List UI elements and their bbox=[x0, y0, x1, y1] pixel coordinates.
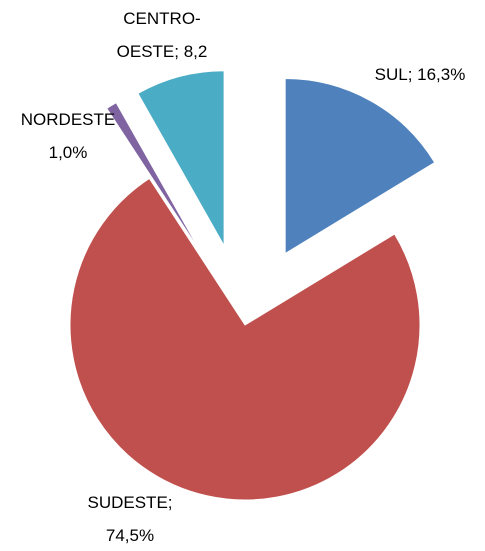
pie-slice bbox=[284, 78, 436, 255]
pie-slice bbox=[137, 70, 225, 248]
data-label: SUL; 16,3% bbox=[375, 65, 466, 84]
data-label: NORDESTE 1,0% bbox=[21, 110, 115, 162]
data-label: SUDESTE; 74,5% bbox=[87, 493, 172, 545]
pie-slice bbox=[69, 177, 421, 501]
data-label: CENTRO-OESTE; 8,2 bbox=[117, 9, 208, 61]
pie-slice bbox=[106, 101, 203, 256]
